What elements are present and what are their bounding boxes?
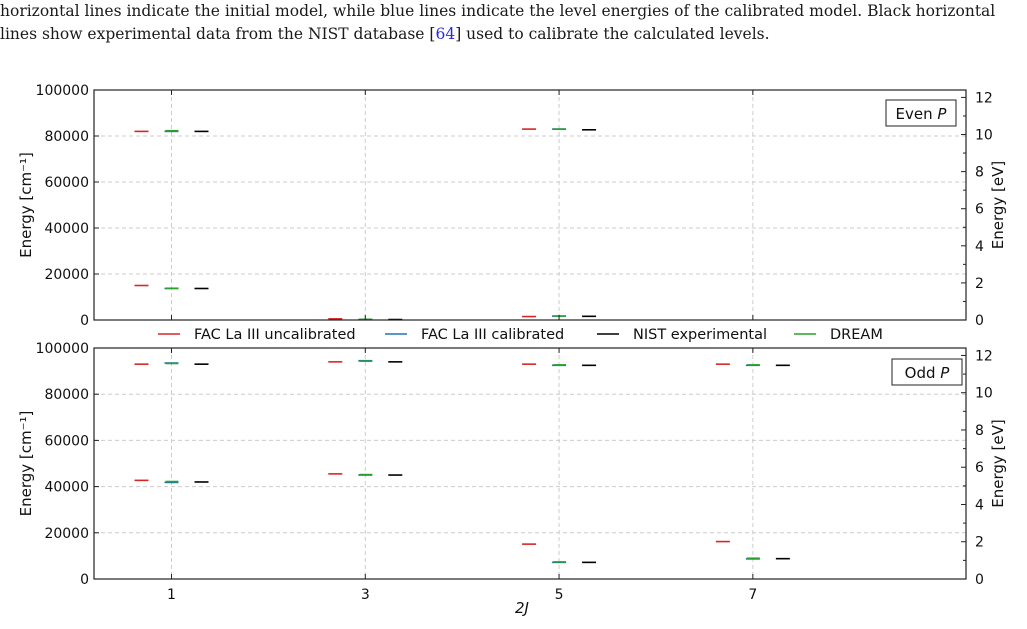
legend-label-cal: FAC La III calibrated <box>421 327 564 343</box>
panel-label: Even P <box>896 105 948 123</box>
y-tick-label: 100000 <box>36 341 89 357</box>
caption-line-2-start: lines show experimental data from the NI… <box>0 25 436 43</box>
figure-caption: horizontal lines indicate the initial mo… <box>0 0 1020 46</box>
y-tick-label: 0 <box>80 572 89 588</box>
y-right-tick-label: 2 <box>975 276 984 292</box>
panel-label-box <box>891 358 963 386</box>
x-tick-label: 7 <box>748 587 757 603</box>
legend-label-uncal: FAC La III uncalibrated <box>194 327 356 343</box>
y-right-tick-label: 2 <box>975 535 984 551</box>
y-tick-label: 20000 <box>44 267 89 283</box>
y-right-axis-label: Energy [eV] <box>989 161 1007 249</box>
y-right-tick-label: 8 <box>975 423 984 439</box>
panel-label-parity: Even <box>896 105 938 123</box>
legend-label-nist: NIST experimental <box>633 327 767 343</box>
y-right-tick-label: 0 <box>975 572 984 588</box>
y-right-tick-label: 4 <box>975 239 984 255</box>
y-right-tick-label: 6 <box>975 460 984 476</box>
caption-citation-link[interactable]: 64 <box>435 25 456 43</box>
chart-legend: FAC La III uncalibrated FAC La III calibr… <box>158 327 883 343</box>
panel-label-symbol: P <box>937 105 947 123</box>
y-tick-label: 60000 <box>44 175 89 191</box>
y-tick-label: 40000 <box>44 221 89 237</box>
y-tick-label: 40000 <box>44 480 89 496</box>
caption-line-1: horizontal lines indicate the initial mo… <box>0 2 996 20</box>
panel-label: Odd P <box>905 364 951 382</box>
y-right-tick-label: 4 <box>975 497 984 513</box>
x-tick-label: 1 <box>167 587 176 603</box>
y-tick-label: 0 <box>80 313 89 329</box>
y-right-tick-label: 12 <box>975 90 993 106</box>
y-tick-label: 80000 <box>44 129 89 145</box>
y-right-tick-label: 8 <box>975 165 984 181</box>
caption-line-2: lines show experimental data from the NI… <box>0 23 1020 46</box>
panel-label-symbol: P <box>940 364 950 382</box>
legend-label-dream: DREAM <box>830 327 883 343</box>
y-right-axis-label: Energy [eV] <box>989 419 1007 507</box>
panel-label-parity: Odd <box>905 364 941 382</box>
x-tick-label: 5 <box>555 587 564 603</box>
y-tick-label: 20000 <box>44 526 89 542</box>
y-right-tick-label: 12 <box>975 348 993 364</box>
panel-label-box <box>885 99 957 127</box>
y-right-tick-label: 6 <box>975 202 984 218</box>
y-tick-label: 100000 <box>36 83 89 99</box>
y-axis-label: Energy [cm⁻¹] <box>17 411 35 517</box>
x-axis-label: 2J <box>515 599 529 617</box>
y-tick-label: 60000 <box>44 433 89 449</box>
plot-frame <box>93 347 967 580</box>
panel-odd-parity: 0 20000 40000 60000 80000 100000 0 2 4 6 8 10 12 1 3 5 7… <box>17 341 1007 617</box>
y-right-tick-label: 0 <box>975 313 984 329</box>
y-axis-label: Energy [cm⁻¹] <box>17 152 35 258</box>
panel-even-parity: 0 20000 40000 60000 80000 100000 0 2 4 6 8 10 12 Ener… <box>17 83 1007 329</box>
caption-line-2-end: ] used to calibrate the calculated level… <box>455 25 770 43</box>
y-right-tick-label: 10 <box>975 128 993 144</box>
y-tick-label: 80000 <box>44 387 89 403</box>
x-tick-label: 3 <box>361 587 370 603</box>
y-right-tick-label: 10 <box>975 386 993 402</box>
plot-frame <box>93 89 967 321</box>
